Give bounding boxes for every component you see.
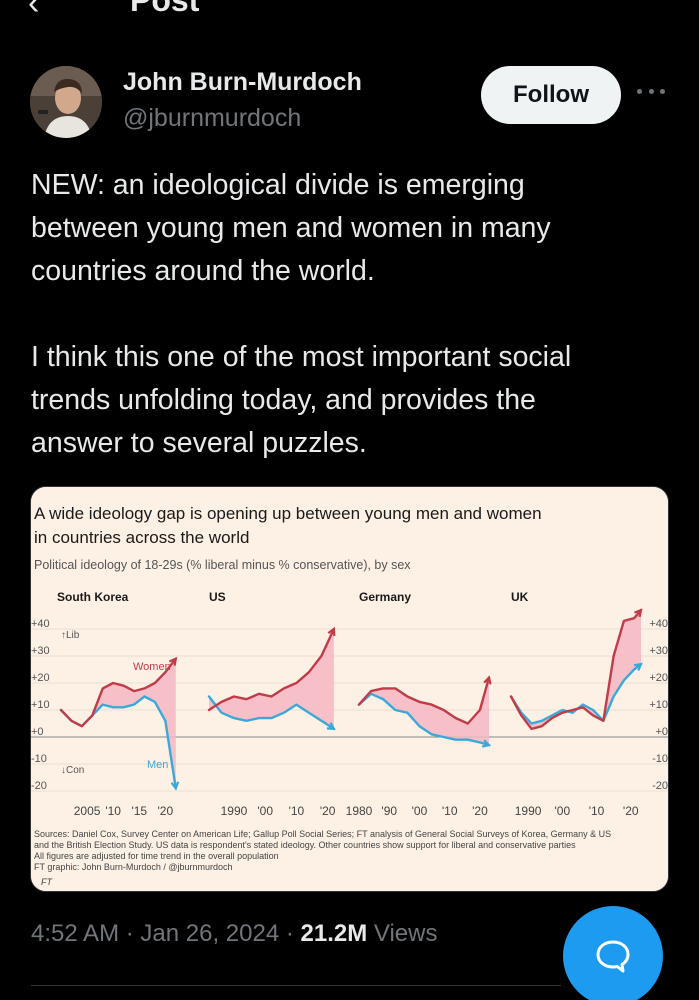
gap-area: [209, 629, 334, 729]
y-tick-label-right: +20: [649, 672, 668, 684]
y-tick-label-right: +0: [655, 726, 668, 738]
y-tick-label-left: +20: [31, 672, 50, 684]
x-tick-label: '10: [105, 804, 121, 818]
panel-title: UK: [511, 590, 529, 604]
y-tick-label-left: -20: [31, 780, 47, 792]
men-line-arrowhead: [326, 722, 336, 731]
y-tick-label-right: -10: [652, 753, 668, 765]
con-annotation: ↓Con: [61, 765, 84, 776]
x-tick-label: '10: [289, 804, 305, 818]
women-line: [509, 608, 643, 731]
reply-compose-button[interactable]: [563, 906, 663, 1000]
ft-logo: FT: [41, 877, 53, 887]
women-line-arrowhead: [634, 608, 643, 618]
x-tick-label: 1990: [515, 804, 542, 818]
y-tick-label-left: +10: [31, 699, 50, 711]
women-line: [207, 627, 336, 712]
x-tick-label: '10: [589, 804, 605, 818]
men-line: [357, 692, 491, 747]
top-bar: ‹ Post: [0, 0, 699, 20]
more-dots-icon[interactable]: [637, 86, 665, 96]
y-tick-label-right: +10: [649, 699, 668, 711]
post-timestamp[interactable]: 4:52 AM · Jan 26, 2024 ·: [31, 920, 301, 947]
women-line-arrowhead: [168, 656, 178, 666]
gap-area: [61, 658, 176, 789]
women-line-arrowhead: [327, 626, 336, 637]
page-title: Post: [130, 0, 200, 18]
avatar[interactable]: [30, 66, 102, 138]
chart-title-line-1: A wide ideology gap is opening up betwee…: [34, 504, 542, 523]
post-text: NEW: an ideological divide is emerging b…: [31, 164, 671, 465]
men-line-arrowhead: [481, 739, 492, 748]
chart-source-line: FT graphic: John Burn-Murdoch / @jburnmu…: [34, 862, 233, 872]
author-handle[interactable]: @jburnmurdoch: [123, 104, 302, 132]
lib-annotation: ↑Lib: [61, 630, 80, 641]
panel-title: Germany: [359, 590, 411, 604]
views-label: Views: [367, 920, 438, 947]
post-line: trends unfolding today, and provides the: [31, 384, 536, 416]
men-label: Men: [147, 759, 168, 771]
women-line: [59, 657, 177, 728]
x-tick-label: 1990: [221, 804, 248, 818]
post-line: I think this one of the most important s…: [31, 341, 572, 373]
chart-title-line-2: in countries across the world: [34, 528, 249, 547]
x-tick-label: '00: [257, 804, 273, 818]
women-label: Women: [133, 661, 171, 673]
women-line-arrowhead: [483, 675, 492, 685]
y-tick-label-left: +40: [31, 618, 50, 630]
x-tick-label: '00: [412, 804, 428, 818]
y-tick-label-right: +30: [649, 645, 668, 657]
panel-title: US: [209, 590, 226, 604]
x-tick-label: '20: [623, 804, 639, 818]
chart-subtitle: Political ideology of 18-29s (% liberal …: [34, 558, 411, 572]
women-line: [357, 676, 491, 725]
x-tick-label: '15: [131, 804, 147, 818]
x-tick-label: '00: [554, 804, 570, 818]
y-tick-label-left: -10: [31, 753, 47, 765]
post-line: between young men and women in many: [31, 212, 551, 244]
men-line: [207, 695, 336, 731]
y-tick-label-left: +0: [31, 726, 44, 738]
x-tick-label: '10: [442, 804, 458, 818]
panel-title: South Korea: [57, 590, 129, 604]
post-line: countries around the world.: [31, 255, 375, 287]
post-line: NEW: an ideological divide is emerging: [31, 169, 525, 201]
x-tick-label: '20: [158, 804, 174, 818]
y-tick-label-right: +40: [649, 618, 668, 630]
ideology-chart: A wide ideology gap is opening up betwee…: [31, 487, 668, 891]
author-name[interactable]: John Burn-Murdoch: [123, 68, 362, 96]
x-tick-label: '20: [472, 804, 488, 818]
x-tick-label: '20: [320, 804, 336, 818]
y-tick-label-right: -20: [652, 780, 668, 792]
gap-area: [511, 610, 641, 729]
men-line-arrowhead: [170, 781, 180, 791]
arrow-left-icon[interactable]: ‹: [28, 0, 40, 20]
follow-button[interactable]: Follow: [481, 66, 621, 124]
post-line: answer to several puzzles.: [31, 427, 367, 459]
x-tick-label: 1980: [346, 804, 373, 818]
views-count: 21.2M: [300, 920, 368, 947]
y-tick-label-left: +30: [31, 645, 50, 657]
chart-source-line: Sources: Daniel Cox, Survey Center on Am…: [34, 829, 611, 839]
divider: [31, 985, 561, 986]
chart-source-line: and the British Election Study. US data …: [34, 840, 576, 850]
x-tick-label: 2005: [74, 804, 101, 818]
chart-image[interactable]: A wide ideology gap is opening up betwee…: [30, 486, 669, 892]
post-meta: 4:52 AM · Jan 26, 2024 · 21.2M Views: [31, 920, 437, 948]
gap-area: [359, 677, 489, 746]
chart-source-line: All figures are adjusted for time trend …: [34, 851, 279, 861]
x-tick-label: '90: [381, 804, 397, 818]
speech-bubble-icon: [596, 940, 630, 973]
men-line-arrowhead: [633, 662, 643, 671]
